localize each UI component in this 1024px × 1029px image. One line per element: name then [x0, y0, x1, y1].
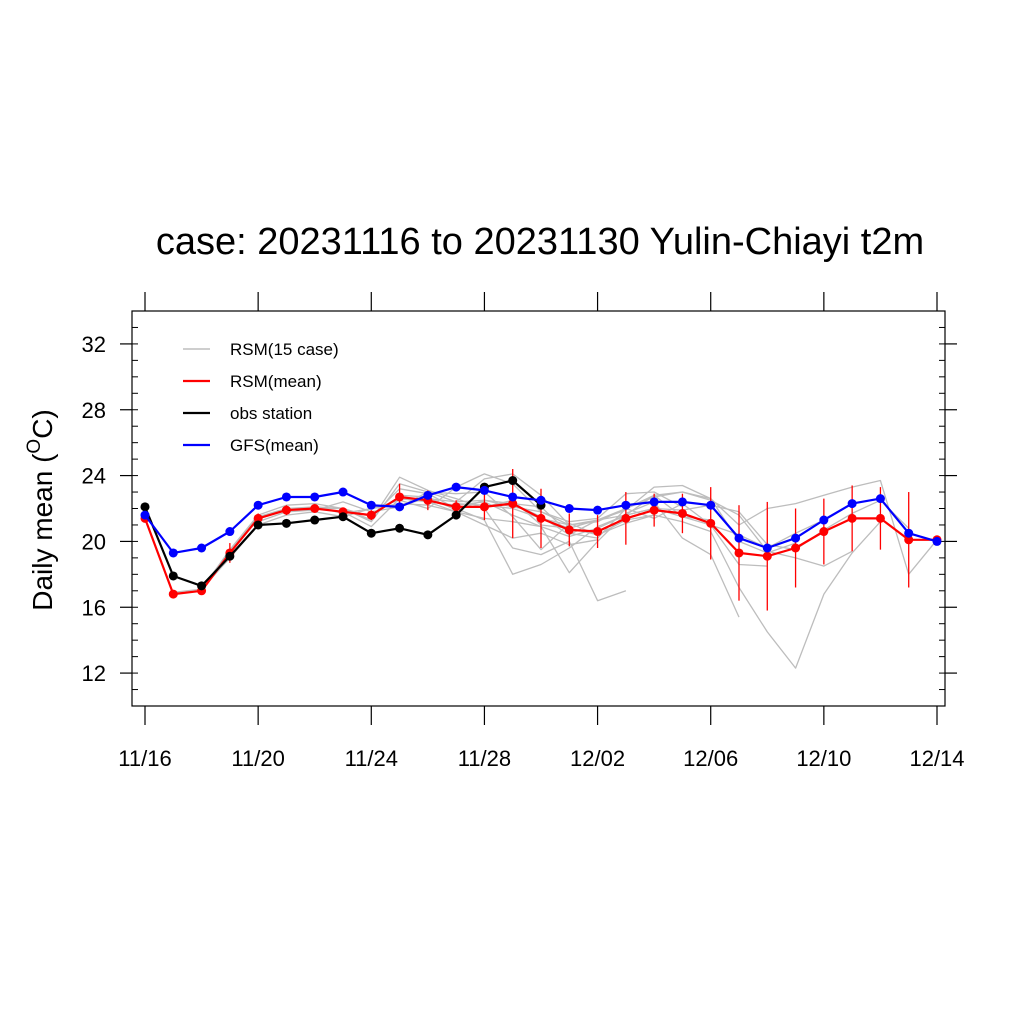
point [536, 513, 546, 523]
point [734, 548, 744, 558]
point [253, 520, 263, 530]
x-tick-label: 11/28 [458, 746, 511, 771]
legend-label: obs station [230, 404, 312, 423]
y-tick-label: 12 [82, 661, 106, 686]
y-tick-label: 16 [82, 595, 106, 620]
point [819, 515, 829, 525]
point [366, 510, 376, 520]
point [593, 505, 603, 515]
point [225, 551, 235, 561]
point [536, 495, 546, 505]
point [621, 513, 631, 523]
point [338, 487, 348, 497]
point [366, 528, 376, 538]
y-label-text: Daily mean ( [27, 453, 58, 611]
point [649, 497, 659, 507]
legend-label: RSM(15 case) [230, 340, 339, 359]
point [310, 492, 320, 502]
point [451, 482, 461, 492]
point [819, 527, 829, 537]
y-tick-label: 24 [82, 464, 106, 489]
point [791, 543, 801, 553]
point [706, 500, 716, 510]
point [225, 527, 235, 537]
point [791, 533, 801, 543]
point [366, 500, 376, 510]
point [395, 492, 405, 502]
point [875, 494, 885, 504]
x-tick-label: 12/06 [683, 746, 738, 771]
point [451, 502, 461, 512]
x-tick-label: 12/14 [909, 746, 964, 771]
point [677, 497, 687, 507]
point [423, 530, 433, 540]
point [395, 502, 405, 512]
point [649, 505, 659, 515]
y-tick-label: 20 [82, 529, 106, 554]
point [168, 548, 178, 558]
point [932, 536, 942, 546]
point [706, 518, 716, 528]
point [904, 528, 914, 538]
point [281, 492, 291, 502]
point [508, 499, 518, 509]
point [479, 485, 489, 495]
point [621, 500, 631, 510]
point [140, 510, 150, 520]
legend-label: RSM(mean) [230, 372, 322, 391]
point [875, 513, 885, 523]
point [310, 515, 320, 525]
point [281, 518, 291, 528]
point [168, 589, 178, 599]
point [762, 543, 772, 553]
point [677, 508, 687, 518]
point [197, 581, 207, 591]
point [847, 513, 857, 523]
y-tick-label: 28 [82, 398, 106, 423]
x-tick-label: 12/02 [570, 746, 625, 771]
point [762, 551, 772, 561]
point [310, 504, 320, 513]
y-label-text: C) [27, 409, 58, 439]
point [197, 543, 207, 553]
legend-label: GFS(mean) [230, 436, 319, 455]
y-tick-label: 32 [82, 332, 106, 357]
y-axis-label: Daily mean (OC) [24, 409, 58, 611]
point [479, 502, 489, 512]
point [395, 523, 405, 533]
point [904, 535, 914, 545]
x-tick-label: 11/16 [118, 746, 171, 771]
point [253, 513, 263, 523]
point [593, 527, 603, 537]
point [253, 500, 263, 510]
chart-title: case: 20231116 to 20231130 Yulin-Chiayi … [156, 221, 924, 263]
x-tick-label: 11/24 [345, 746, 398, 771]
point [281, 505, 291, 515]
y-label-sup: O [24, 439, 45, 454]
point [423, 490, 433, 500]
x-tick-label: 11/20 [231, 746, 284, 771]
x-tick-label: 12/10 [796, 746, 851, 771]
point [508, 492, 518, 502]
point [564, 525, 574, 535]
point [338, 512, 348, 522]
point [168, 571, 178, 581]
point [140, 502, 150, 512]
point [451, 510, 461, 520]
case-line [173, 473, 570, 594]
point [847, 499, 857, 509]
point [734, 533, 744, 543]
point [508, 476, 518, 486]
point [564, 504, 574, 513]
